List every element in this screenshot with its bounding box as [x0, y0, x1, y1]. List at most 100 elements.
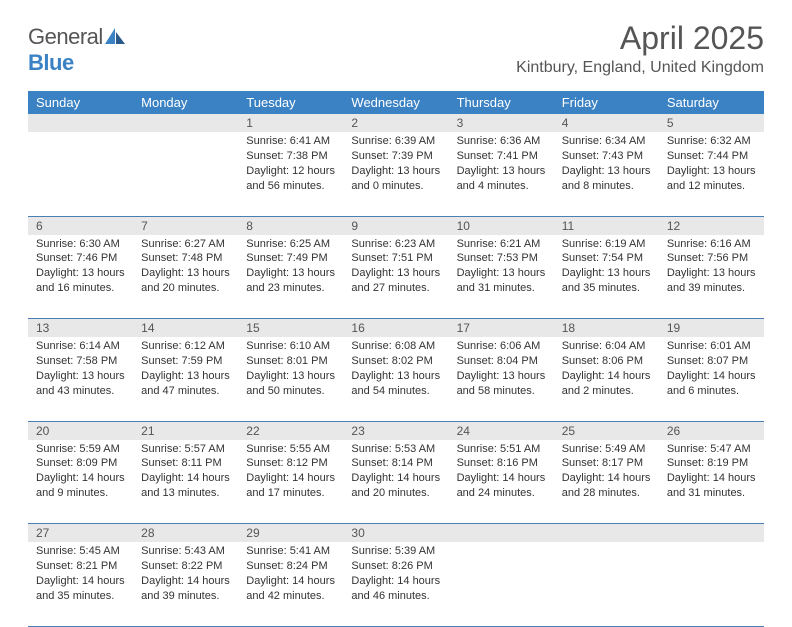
calendar-table: SundayMondayTuesdayWednesdayThursdayFrid… — [28, 91, 764, 627]
day-content: Sunrise: 6:41 AMSunset: 7:38 PMDaylight:… — [238, 132, 343, 199]
sunset-text: Sunset: 7:56 PM — [667, 251, 756, 266]
day-number: 4 — [554, 114, 659, 132]
day-content: Sunrise: 6:39 AMSunset: 7:39 PMDaylight:… — [343, 132, 448, 199]
sunset-text: Sunset: 8:06 PM — [562, 354, 651, 369]
day-number: 3 — [449, 114, 554, 132]
sunrise-text: Sunrise: 5:59 AM — [36, 442, 125, 457]
daylight-text: Daylight: 13 hours and 31 minutes. — [457, 266, 546, 296]
day-cell: Sunrise: 5:49 AMSunset: 8:17 PMDaylight:… — [554, 440, 659, 524]
sunset-text: Sunset: 7:38 PM — [246, 149, 335, 164]
sunrise-text: Sunrise: 5:39 AM — [351, 544, 440, 559]
sunrise-text: Sunrise: 6:04 AM — [562, 339, 651, 354]
sunset-text: Sunset: 7:59 PM — [141, 354, 230, 369]
daylight-text: Daylight: 12 hours and 56 minutes. — [246, 164, 335, 194]
sunset-text: Sunset: 8:19 PM — [667, 456, 756, 471]
day-content: Sunrise: 5:49 AMSunset: 8:17 PMDaylight:… — [554, 440, 659, 507]
logo-text-general: General — [28, 24, 103, 49]
sunset-text: Sunset: 7:58 PM — [36, 354, 125, 369]
sunrise-text: Sunrise: 6:34 AM — [562, 134, 651, 149]
day-number: 27 — [28, 524, 133, 543]
daylight-text: Daylight: 14 hours and 6 minutes. — [667, 369, 756, 399]
day-cell — [554, 542, 659, 626]
logo-text-blue: Blue — [28, 50, 74, 75]
day-content: Sunrise: 5:41 AMSunset: 8:24 PMDaylight:… — [238, 542, 343, 609]
sunrise-text: Sunrise: 6:08 AM — [351, 339, 440, 354]
daylight-text: Daylight: 13 hours and 35 minutes. — [562, 266, 651, 296]
day-content: Sunrise: 6:04 AMSunset: 8:06 PMDaylight:… — [554, 337, 659, 404]
location-text: Kintbury, England, United Kingdom — [516, 59, 764, 77]
day-cell: Sunrise: 5:55 AMSunset: 8:12 PMDaylight:… — [238, 440, 343, 524]
day-content: Sunrise: 6:08 AMSunset: 8:02 PMDaylight:… — [343, 337, 448, 404]
day-number-row: 6789101112 — [28, 216, 764, 235]
day-number: 5 — [659, 114, 764, 132]
day-cell: Sunrise: 6:21 AMSunset: 7:53 PMDaylight:… — [449, 235, 554, 319]
sunset-text: Sunset: 7:53 PM — [457, 251, 546, 266]
day-cell: Sunrise: 6:30 AMSunset: 7:46 PMDaylight:… — [28, 235, 133, 319]
sunrise-text: Sunrise: 5:57 AM — [141, 442, 230, 457]
sunset-text: Sunset: 8:17 PM — [562, 456, 651, 471]
day-content: Sunrise: 5:51 AMSunset: 8:16 PMDaylight:… — [449, 440, 554, 507]
daylight-text: Daylight: 13 hours and 54 minutes. — [351, 369, 440, 399]
day-cell: Sunrise: 5:39 AMSunset: 8:26 PMDaylight:… — [343, 542, 448, 626]
day-number: 13 — [28, 319, 133, 338]
day-number: 2 — [343, 114, 448, 132]
sunrise-text: Sunrise: 5:53 AM — [351, 442, 440, 457]
day-header: Wednesday — [343, 91, 448, 114]
day-content: Sunrise: 6:34 AMSunset: 7:43 PMDaylight:… — [554, 132, 659, 199]
sunrise-text: Sunrise: 5:41 AM — [246, 544, 335, 559]
day-number — [449, 524, 554, 543]
day-content: Sunrise: 5:57 AMSunset: 8:11 PMDaylight:… — [133, 440, 238, 507]
sunrise-text: Sunrise: 6:23 AM — [351, 237, 440, 252]
day-number: 7 — [133, 216, 238, 235]
daylight-text: Daylight: 14 hours and 42 minutes. — [246, 574, 335, 604]
sunrise-text: Sunrise: 6:14 AM — [36, 339, 125, 354]
sunset-text: Sunset: 7:43 PM — [562, 149, 651, 164]
daylight-text: Daylight: 14 hours and 13 minutes. — [141, 471, 230, 501]
day-number-row: 27282930 — [28, 524, 764, 543]
sunrise-text: Sunrise: 5:55 AM — [246, 442, 335, 457]
sunset-text: Sunset: 8:26 PM — [351, 559, 440, 574]
sunrise-text: Sunrise: 5:47 AM — [667, 442, 756, 457]
day-content: Sunrise: 5:53 AMSunset: 8:14 PMDaylight:… — [343, 440, 448, 507]
day-cell: Sunrise: 6:08 AMSunset: 8:02 PMDaylight:… — [343, 337, 448, 421]
day-number: 22 — [238, 421, 343, 440]
day-number: 29 — [238, 524, 343, 543]
day-number: 9 — [343, 216, 448, 235]
day-cell — [449, 542, 554, 626]
day-number: 6 — [28, 216, 133, 235]
daylight-text: Daylight: 14 hours and 24 minutes. — [457, 471, 546, 501]
day-cell: Sunrise: 6:12 AMSunset: 7:59 PMDaylight:… — [133, 337, 238, 421]
sunrise-text: Sunrise: 6:39 AM — [351, 134, 440, 149]
sunrise-text: Sunrise: 6:19 AM — [562, 237, 651, 252]
day-header-row: SundayMondayTuesdayWednesdayThursdayFrid… — [28, 91, 764, 114]
sunrise-text: Sunrise: 6:30 AM — [36, 237, 125, 252]
sunrise-text: Sunrise: 6:06 AM — [457, 339, 546, 354]
day-cell: Sunrise: 6:01 AMSunset: 8:07 PMDaylight:… — [659, 337, 764, 421]
daylight-text: Daylight: 14 hours and 39 minutes. — [141, 574, 230, 604]
daylight-text: Daylight: 14 hours and 35 minutes. — [36, 574, 125, 604]
day-number: 28 — [133, 524, 238, 543]
day-content: Sunrise: 6:06 AMSunset: 8:04 PMDaylight:… — [449, 337, 554, 404]
day-cell: Sunrise: 6:34 AMSunset: 7:43 PMDaylight:… — [554, 132, 659, 216]
daylight-text: Daylight: 13 hours and 8 minutes. — [562, 164, 651, 194]
header: General Blue April 2025 Kintbury, Englan… — [28, 20, 764, 77]
day-number: 8 — [238, 216, 343, 235]
day-header: Saturday — [659, 91, 764, 114]
day-content: Sunrise: 6:36 AMSunset: 7:41 PMDaylight:… — [449, 132, 554, 199]
day-cell: Sunrise: 5:51 AMSunset: 8:16 PMDaylight:… — [449, 440, 554, 524]
day-content: Sunrise: 6:30 AMSunset: 7:46 PMDaylight:… — [28, 235, 133, 302]
sunset-text: Sunset: 7:49 PM — [246, 251, 335, 266]
logo-text: General Blue — [28, 24, 125, 76]
day-cell: Sunrise: 5:41 AMSunset: 8:24 PMDaylight:… — [238, 542, 343, 626]
day-cell — [659, 542, 764, 626]
daylight-text: Daylight: 14 hours and 31 minutes. — [667, 471, 756, 501]
sunrise-text: Sunrise: 6:25 AM — [246, 237, 335, 252]
day-content: Sunrise: 5:55 AMSunset: 8:12 PMDaylight:… — [238, 440, 343, 507]
sunset-text: Sunset: 8:01 PM — [246, 354, 335, 369]
day-number: 10 — [449, 216, 554, 235]
day-cell: Sunrise: 5:59 AMSunset: 8:09 PMDaylight:… — [28, 440, 133, 524]
day-number-row: 12345 — [28, 114, 764, 132]
day-cell: Sunrise: 6:36 AMSunset: 7:41 PMDaylight:… — [449, 132, 554, 216]
day-cell: Sunrise: 6:14 AMSunset: 7:58 PMDaylight:… — [28, 337, 133, 421]
day-content: Sunrise: 5:39 AMSunset: 8:26 PMDaylight:… — [343, 542, 448, 609]
